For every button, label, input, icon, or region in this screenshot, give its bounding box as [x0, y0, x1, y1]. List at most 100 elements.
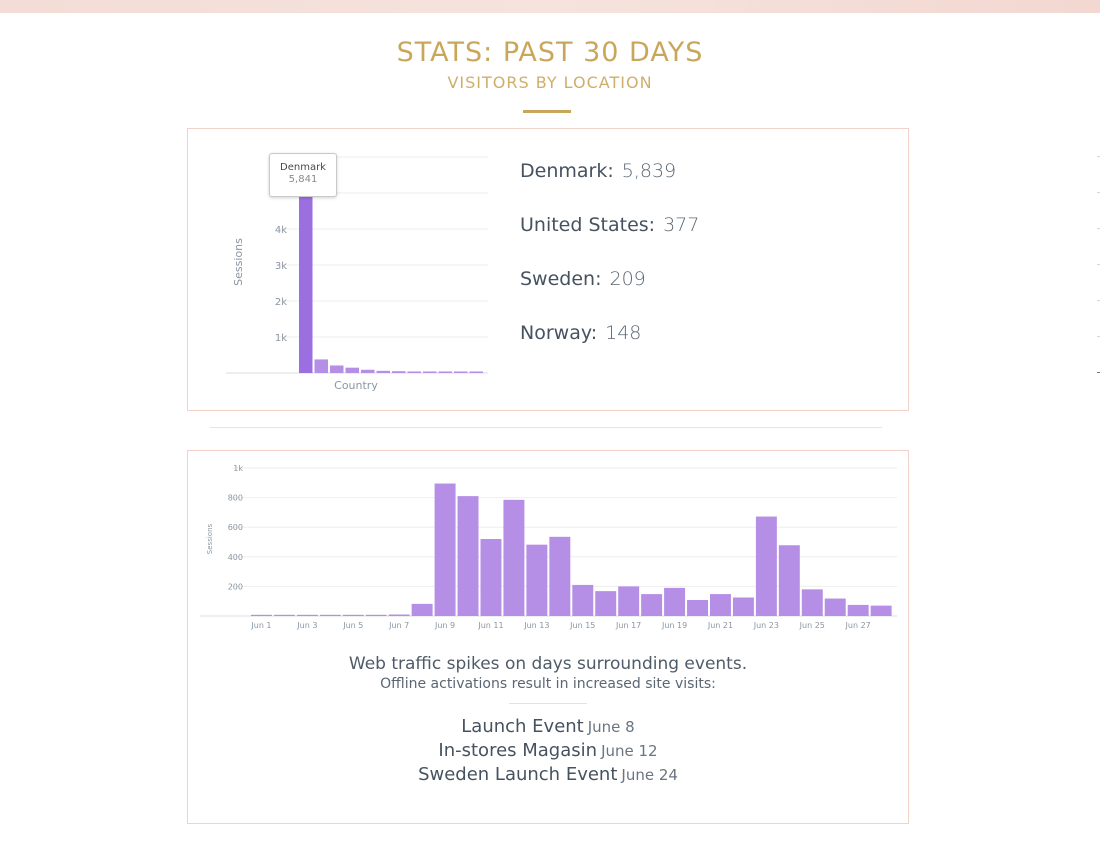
x-tick-label: Jun 1 [250, 621, 271, 630]
stat-sweden: Sweden: 209 [520, 268, 646, 290]
day-bar [847, 604, 869, 616]
x-tick-label: Jun 7 [388, 621, 409, 630]
event-notes: Web traffic spikes on days surrounding e… [188, 653, 908, 787]
stat-country: Sweden: [520, 268, 602, 290]
edge-tick [1097, 264, 1100, 265]
chart-tooltip: Denmark 5,841 [269, 153, 337, 197]
day-bar [434, 483, 456, 616]
day-bar [778, 545, 800, 616]
stat-norway: Norway: 148 [520, 322, 641, 344]
tooltip-country: Denmark [280, 162, 326, 173]
edge-tick [1097, 228, 1100, 229]
edge-tick [1097, 156, 1100, 157]
x-tick-label: Jun 9 [434, 621, 455, 630]
section-divider [210, 427, 882, 428]
stat-united-states: United States: 377 [520, 214, 699, 236]
y-tick-label: 3k [275, 261, 287, 272]
traffic-card: 200 400 600 800 1k Jun 1 Jun 3 Jun 5 Jun 7 Jun 9 J… [187, 450, 909, 824]
notes-rule [509, 703, 587, 704]
event-name: Sweden Launch Event [418, 764, 618, 785]
day-bar [480, 539, 502, 616]
title-underline [523, 110, 571, 113]
stat-value: 5,839 [621, 160, 677, 182]
country-bar [345, 367, 359, 373]
country-bar [361, 369, 375, 373]
day-bar [687, 600, 708, 616]
day-bar [710, 594, 731, 616]
day-bar [641, 594, 663, 616]
location-card: 1k2k3k4k5kSessionsCountry Denmark 5,841 … [187, 128, 909, 411]
stat-value: 377 [663, 214, 700, 236]
day-bar [411, 603, 433, 616]
country-bar [376, 370, 390, 373]
y-axis-label: Sessions [206, 523, 214, 554]
y-tick-label: 600 [228, 523, 243, 532]
day-bar [572, 584, 594, 616]
event-name: In-stores Magasin [438, 740, 598, 761]
day-bar [801, 589, 823, 616]
day-bar [755, 516, 777, 616]
x-tick-label: Jun 17 [615, 621, 641, 630]
day-bar [664, 587, 686, 616]
stat-country: Norway: [520, 322, 598, 344]
page-title: STATS: PAST 30 DAYS [396, 37, 704, 68]
day-bar [251, 614, 272, 616]
country-bar [469, 371, 483, 373]
stat-value: 209 [609, 268, 646, 290]
x-tick-label: Jun 5 [342, 621, 363, 630]
notes-headline: Web traffic spikes on days surrounding e… [348, 654, 748, 674]
country-bar [407, 371, 421, 373]
x-tick-label: Jun 15 [569, 621, 595, 630]
edge-tick [1097, 336, 1100, 337]
day-bar [824, 598, 846, 616]
event-item: Launch Event June 8 [188, 715, 908, 739]
x-axis-label: Country [334, 379, 378, 392]
event-name: Launch Event [461, 716, 584, 737]
day-bar [618, 586, 640, 616]
x-tick-label: Jun 11 [477, 621, 503, 630]
y-tick-label: 1k [233, 464, 243, 473]
event-date: June 12 [601, 742, 658, 760]
top-decorative-band [0, 0, 1100, 13]
x-tick-label: Jun 25 [799, 621, 825, 630]
day-bar [342, 614, 364, 616]
event-date: June 8 [587, 718, 635, 736]
event-item: In-stores Magasin June 12 [188, 739, 908, 763]
day-bar [388, 614, 410, 616]
notes-subline: Offline activations result in increased … [380, 676, 716, 692]
country-bar [299, 162, 313, 373]
stat-country: United States: [520, 214, 656, 236]
day-bar [457, 496, 479, 616]
y-tick-label: 200 [228, 582, 243, 591]
y-tick-label: 1k [275, 333, 287, 344]
day-bar [732, 597, 754, 616]
country-bar [454, 371, 468, 373]
day-bar [595, 591, 617, 616]
edge-tick [1097, 372, 1100, 373]
day-bar [319, 614, 341, 616]
country-bar [392, 371, 406, 373]
daily-traffic-bar-chart: 200 400 600 800 1k Jun 1 Jun 3 Jun 5 Jun 7 Jun 9 J… [200, 464, 897, 630]
tooltip-value: 5,841 [288, 174, 318, 185]
country-bar [423, 371, 437, 373]
x-tick-label: Jun 23 [753, 621, 779, 630]
edge-tick [1097, 192, 1100, 193]
day-bar [296, 614, 318, 616]
x-tick-label: Jun 27 [845, 621, 871, 630]
location-bar-chart: 1k2k3k4k5kSessionsCountry [226, 156, 488, 392]
y-tick-label: 4k [275, 225, 287, 236]
country-bar [330, 365, 344, 373]
day-bar [503, 499, 525, 616]
event-item: Sweden Launch Event June 24 [188, 763, 908, 787]
day-bar [549, 536, 571, 616]
x-tick-label: Jun 19 [661, 621, 687, 630]
x-tick-label: Jun 21 [707, 621, 733, 630]
x-tick-label: Jun 13 [523, 621, 549, 630]
stat-denmark: Denmark: 5,839 [520, 160, 676, 182]
day-bar [273, 614, 295, 616]
edge-tick [1097, 300, 1100, 301]
day-bar [526, 544, 548, 616]
day-bar [365, 614, 387, 616]
y-tick-label: 2k [275, 297, 287, 308]
day-bar [870, 605, 892, 616]
